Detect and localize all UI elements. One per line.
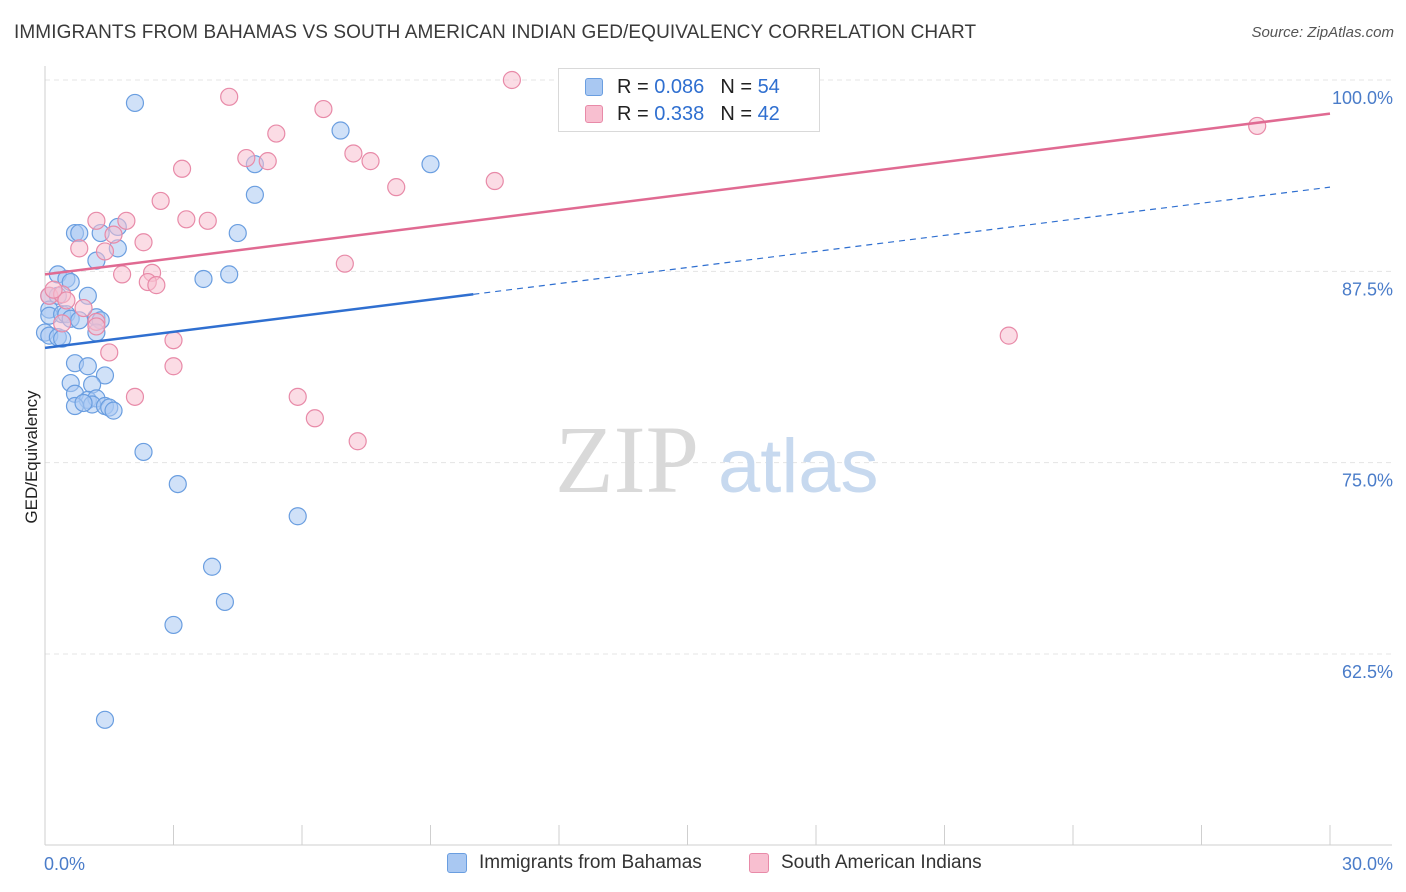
point-south-american-indians xyxy=(87,211,106,230)
point-bahamas xyxy=(168,474,187,494)
bottom-legend-label-bahamas: Immigrants from Bahamas xyxy=(479,852,702,873)
point-south-american-indians xyxy=(87,317,106,336)
point-bahamas xyxy=(331,121,350,140)
point-bahamas xyxy=(194,269,213,289)
y-tick-label: 75.0% xyxy=(1342,471,1393,491)
bottom-legend-swatch-bahamas xyxy=(447,853,467,873)
point-bahamas xyxy=(228,223,247,243)
point-south-american-indians xyxy=(70,239,89,258)
point-south-american-indians xyxy=(104,225,123,244)
point-bahamas xyxy=(74,393,93,413)
legend-r-value: 0.338 xyxy=(654,102,705,125)
x-tick-label-max: 30.0% xyxy=(1342,854,1393,874)
legend-row-bahamas: R = 0.086 N = 54 xyxy=(585,74,780,100)
point-bahamas xyxy=(104,401,123,420)
point-south-american-indians xyxy=(361,152,380,171)
point-south-american-indians xyxy=(335,254,354,273)
point-south-american-indians xyxy=(305,409,324,428)
bottom-legend-south-american-indians[interactable]: South American Indians xyxy=(749,852,982,874)
point-bahamas xyxy=(95,710,115,729)
point-bahamas xyxy=(164,615,183,635)
bottom-legend-bahamas[interactable]: Immigrants from Bahamas xyxy=(447,852,702,874)
point-south-american-indians xyxy=(95,242,115,261)
watermark-zip: ZIP xyxy=(555,406,699,513)
tick-labels: 62.5% 75.0% 87.5% 100.0% 0.0% 30.0% xyxy=(44,88,1393,874)
point-south-american-indians xyxy=(348,432,367,451)
data-points xyxy=(35,70,1267,729)
point-bahamas xyxy=(202,557,222,576)
point-south-american-indians xyxy=(314,99,333,119)
point-bahamas xyxy=(78,357,97,376)
point-south-american-indians xyxy=(134,233,153,252)
y-tick-label: 87.5% xyxy=(1342,279,1393,299)
point-south-american-indians xyxy=(172,159,192,178)
bottom-legend-swatch-south-american-indians xyxy=(749,853,769,873)
source-label: Source: ZipAtlas.com xyxy=(1251,24,1394,41)
point-south-american-indians xyxy=(220,87,239,106)
point-south-american-indians xyxy=(44,280,63,299)
legend-n-label: N = xyxy=(720,75,752,98)
point-bahamas xyxy=(288,507,307,526)
legend-r-value: 0.086 xyxy=(654,75,705,98)
point-south-american-indians xyxy=(74,298,93,318)
point-south-american-indians xyxy=(258,152,277,171)
point-south-american-indians xyxy=(100,343,119,362)
trend-line-south-american-indians xyxy=(44,112,1331,276)
point-south-american-indians xyxy=(288,387,307,406)
point-south-american-indians xyxy=(147,276,166,295)
legend-r-label: R = xyxy=(617,102,649,125)
point-south-american-indians xyxy=(125,387,145,406)
point-south-american-indians xyxy=(57,291,76,310)
legend-n-label: N = xyxy=(720,102,752,125)
point-south-american-indians xyxy=(117,211,136,230)
legend-swatch-south-american-indians xyxy=(585,105,603,123)
y-tick-label: 100.0% xyxy=(1332,88,1393,108)
legend-n-value: 42 xyxy=(757,102,780,125)
point-bahamas xyxy=(220,265,239,284)
y-axis-label: GED/Equivalency xyxy=(22,390,41,524)
legend-r-label: R = xyxy=(617,75,649,98)
x-tick-label-min: 0.0% xyxy=(44,854,85,874)
point-south-american-indians xyxy=(53,314,72,333)
point-south-american-indians xyxy=(344,144,363,163)
point-south-american-indians xyxy=(151,191,170,211)
point-bahamas xyxy=(421,155,440,174)
point-south-american-indians xyxy=(485,171,504,191)
legend-swatch-bahamas xyxy=(585,78,603,96)
point-south-american-indians xyxy=(198,211,217,230)
point-south-american-indians xyxy=(177,210,196,229)
point-south-american-indians xyxy=(164,331,183,350)
trend-line-bahamas xyxy=(44,293,474,350)
chart-title: IMMIGRANTS FROM BAHAMAS VS SOUTH AMERICA… xyxy=(14,22,977,43)
y-tick-label: 62.5% xyxy=(1342,662,1393,682)
point-south-american-indians xyxy=(267,124,286,143)
trend-lines xyxy=(44,112,1331,350)
axes xyxy=(44,66,1392,846)
point-bahamas xyxy=(70,223,89,243)
trend-line-bahamas-extension xyxy=(473,186,1331,295)
legend-row-south-american-indians: R = 0.338 N = 42 xyxy=(585,101,780,127)
point-south-american-indians xyxy=(999,326,1018,345)
stats-legend: R = 0.086 N = 54 R = 0.338 N = 42 xyxy=(558,68,820,132)
point-south-american-indians xyxy=(237,148,256,168)
point-south-american-indians xyxy=(112,265,132,284)
watermark-atlas: atlas xyxy=(718,424,879,509)
bottom-legend-label-south-american-indians: South American Indians xyxy=(781,852,982,873)
point-bahamas xyxy=(125,93,145,113)
point-south-american-indians xyxy=(502,70,521,90)
point-bahamas xyxy=(215,592,234,612)
point-south-american-indians xyxy=(1248,116,1267,136)
point-bahamas xyxy=(95,366,115,385)
legend-n-value: 54 xyxy=(757,75,780,98)
point-bahamas xyxy=(134,442,153,462)
point-south-american-indians xyxy=(164,357,183,376)
point-south-american-indians xyxy=(387,178,406,197)
point-bahamas xyxy=(245,185,264,204)
